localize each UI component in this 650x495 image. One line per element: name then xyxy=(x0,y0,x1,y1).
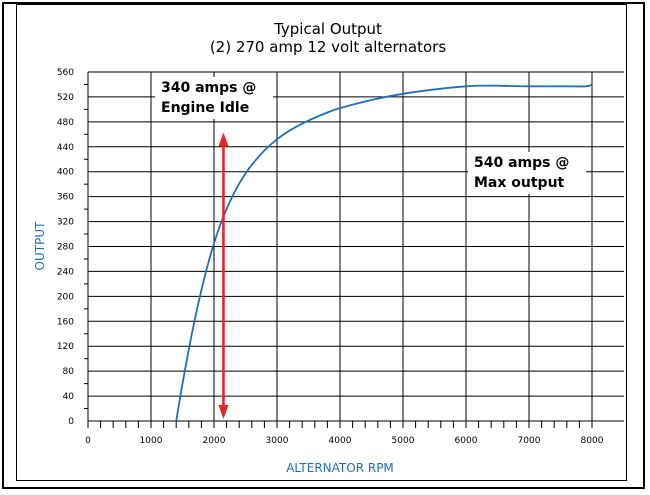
chart-panel xyxy=(16,4,627,481)
x-tick-label: 0 xyxy=(85,436,91,446)
x-tick-label: 4000 xyxy=(329,436,352,446)
annotation-label: 340 amps @ xyxy=(161,80,256,96)
output-curve xyxy=(175,83,593,422)
y-tick-label: 520 xyxy=(57,93,74,103)
y-tick-label: 240 xyxy=(57,267,74,277)
x-tick-label: 6000 xyxy=(455,436,478,446)
y-tick-label: 120 xyxy=(57,342,74,352)
y-tick-label: 160 xyxy=(57,317,74,327)
y-tick-label: 440 xyxy=(57,143,74,153)
y-tick-label: 360 xyxy=(57,193,74,203)
x-tick-label: 2000 xyxy=(203,436,226,446)
x-tick-label: 5000 xyxy=(392,436,415,446)
annotation-label: 540 amps @ xyxy=(474,155,569,171)
y-tick-label: 480 xyxy=(57,118,74,128)
idle-arrow-head-up xyxy=(218,132,229,147)
idle-arrow-head-down xyxy=(218,405,229,419)
y-tick-label: 280 xyxy=(57,243,74,253)
annotation-background xyxy=(468,152,586,194)
y-tick-label: 200 xyxy=(57,292,74,302)
x-tick-label: 3000 xyxy=(266,436,289,446)
y-axis-ticks: 0 40 80 120 160 200 240 280 320 360 400 440 480 520 56… xyxy=(57,68,88,427)
x-tick-label: 1000 xyxy=(140,436,163,446)
y-tick-label: 40 xyxy=(63,392,75,402)
chart-subtitle: (2) 270 amp 12 volt alternators xyxy=(210,38,447,56)
y-tick-label: 320 xyxy=(57,218,74,228)
plot-area xyxy=(175,83,593,422)
annotation-background xyxy=(155,77,273,119)
grid-lines xyxy=(87,71,624,422)
outer-frame xyxy=(2,2,645,489)
x-tick-label: 7000 xyxy=(518,436,541,446)
y-axis-title: OUTPUT xyxy=(33,221,47,271)
x-axis-title: ALTERNATOR RPM xyxy=(286,461,394,475)
annotation-label: Max output xyxy=(474,175,565,191)
y-tick-label: 560 xyxy=(57,68,74,78)
x-axis-ticks: 0 1000 2000 3000 4000 5000 6000 7000 8000 xyxy=(85,421,604,446)
chart-title: Typical Output xyxy=(273,20,382,38)
y-tick-label: 0 xyxy=(68,417,74,427)
x-tick-label: 8000 xyxy=(581,436,604,446)
y-tick-label: 80 xyxy=(63,367,75,377)
annotation-label: Engine Idle xyxy=(161,100,249,116)
annotations: 340 amps @ Engine Idle 540 amps @ Max outpu… xyxy=(155,77,586,194)
y-tick-label: 400 xyxy=(57,168,74,178)
